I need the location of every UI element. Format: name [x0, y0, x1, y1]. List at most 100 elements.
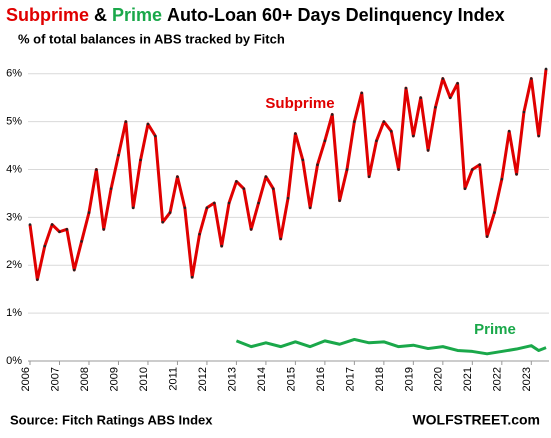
point	[205, 206, 209, 210]
point	[257, 201, 260, 205]
x-tick-label: 2018	[374, 367, 386, 391]
annotation: Prime	[474, 321, 516, 338]
point	[544, 67, 548, 71]
x-tick-label: 2017	[344, 367, 356, 391]
credit: WOLFSTREET.com	[412, 412, 540, 428]
x-tick-label: 2020	[433, 367, 445, 391]
subtitle: % of total balances in ABS tracked by Fi…	[18, 31, 285, 46]
y-tick-label: 1%	[6, 307, 22, 319]
point	[389, 129, 393, 133]
point	[139, 158, 142, 162]
point	[485, 235, 489, 238]
point	[537, 134, 540, 138]
point	[493, 211, 496, 214]
y-tick-label: 2%	[6, 259, 22, 271]
point	[102, 228, 106, 231]
x-tick-label: 2007	[49, 367, 61, 391]
x-tick-label: 2013	[226, 367, 238, 391]
point	[58, 230, 61, 234]
point	[87, 211, 91, 214]
point	[249, 228, 253, 231]
x-tick-label: 2023	[521, 367, 533, 391]
point	[301, 158, 305, 162]
point	[471, 168, 474, 171]
point	[264, 175, 268, 178]
point	[478, 163, 482, 167]
point	[345, 168, 349, 171]
point	[308, 206, 312, 210]
point	[124, 120, 128, 123]
x-tick-label: 2022	[492, 367, 504, 391]
point	[168, 211, 172, 214]
point	[434, 105, 437, 109]
point	[316, 163, 319, 167]
point	[279, 237, 282, 241]
point	[235, 180, 238, 183]
point	[72, 268, 76, 272]
point	[330, 113, 334, 116]
point	[353, 120, 356, 123]
title-part: Subprime	[6, 5, 89, 25]
point	[213, 201, 216, 205]
point	[65, 228, 69, 231]
series-line	[235, 337, 547, 356]
point	[109, 187, 113, 190]
y-tick-label: 0%	[6, 355, 22, 367]
x-tick-label: 2010	[138, 367, 150, 391]
point	[227, 201, 231, 205]
title-part: Auto-Loan 60+ Days Delinquency Index	[167, 5, 505, 25]
x-tick-label: 2011	[167, 367, 179, 391]
point	[190, 275, 194, 279]
point	[404, 86, 408, 90]
point	[176, 175, 179, 178]
point	[220, 244, 223, 248]
point	[500, 177, 504, 181]
point	[419, 96, 423, 99]
point	[286, 196, 290, 200]
x-tick-label: 2009	[108, 367, 120, 391]
point	[338, 199, 341, 202]
point	[161, 220, 164, 224]
x-tick-label: 2012	[197, 367, 209, 391]
title-part: Prime	[112, 5, 162, 25]
point	[412, 134, 415, 138]
point	[50, 223, 54, 226]
y-tick-label: 3%	[6, 211, 22, 223]
point	[507, 129, 511, 133]
point	[43, 244, 47, 248]
y-tick-label: 4%	[6, 163, 22, 175]
chart-title: Subprime & Prime Auto-Loan 60+ Days Delinqu…	[6, 5, 505, 25]
point	[463, 187, 467, 190]
point	[397, 168, 400, 171]
point	[131, 206, 135, 210]
point	[360, 91, 364, 95]
point	[456, 82, 459, 85]
x-tick-label: 2008	[79, 367, 91, 391]
point	[154, 134, 157, 138]
point	[183, 206, 187, 210]
point	[28, 223, 32, 226]
point	[117, 153, 120, 157]
x-tick-label: 2019	[403, 367, 415, 391]
x-tick-label: 2016	[315, 367, 327, 391]
point	[441, 77, 445, 80]
point	[522, 110, 526, 114]
x-tick-label: 2014	[256, 367, 268, 391]
x-tick-label: 2015	[285, 367, 297, 391]
annotation: Subprime	[265, 95, 334, 112]
point	[382, 120, 386, 123]
point	[426, 149, 430, 152]
y-tick-label: 6%	[6, 68, 22, 80]
point	[530, 77, 533, 80]
point	[80, 240, 83, 243]
point	[146, 122, 150, 126]
x-tick-label: 2021	[462, 367, 474, 391]
title-part: &	[94, 5, 107, 25]
point	[95, 168, 98, 171]
point	[375, 139, 378, 143]
x-tick-label: 2006	[20, 367, 32, 391]
y-tick-label: 5%	[6, 116, 22, 128]
point	[198, 232, 201, 236]
point	[448, 96, 452, 99]
